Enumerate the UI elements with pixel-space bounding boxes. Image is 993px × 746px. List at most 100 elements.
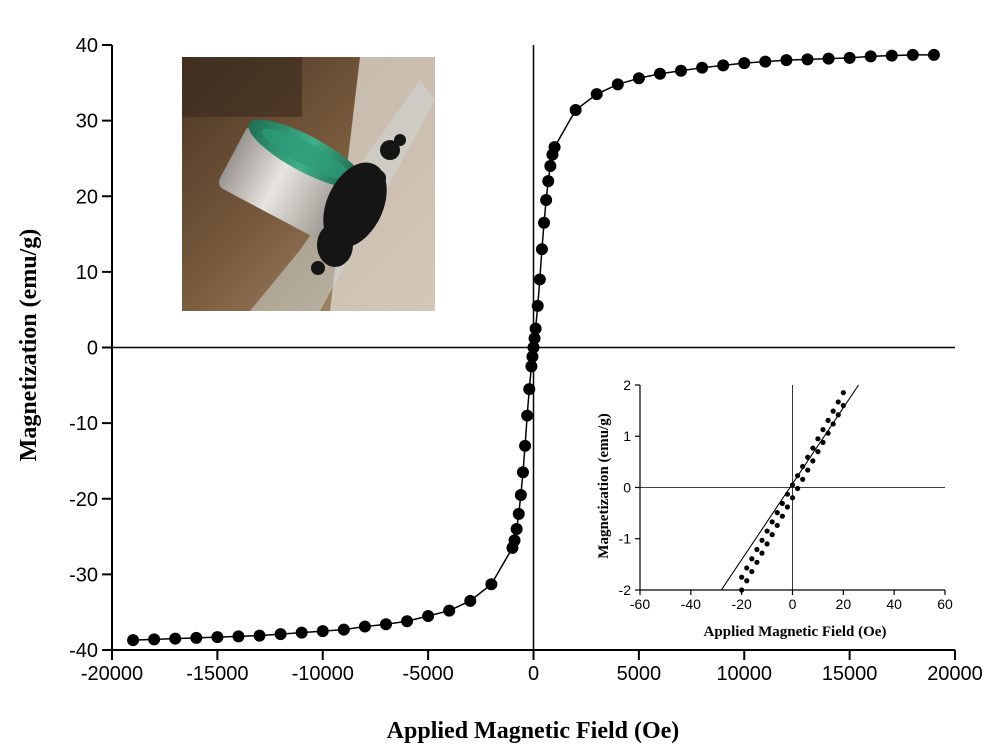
inset-y-tick-label: 2 [623,377,631,393]
main-y-tick-label: -30 [69,564,98,586]
main-data-point [529,322,542,335]
main-data-point [485,578,498,591]
inset-data-point [835,412,841,418]
inset-data-point [784,504,791,510]
main-data-point [510,523,523,535]
inset-data-point [835,399,841,405]
main-x-axis-title: Applied Magnetic Field (Oe) [387,718,680,744]
inset-data-point [794,473,801,479]
main-data-point [443,604,456,617]
main-data-point [542,175,555,188]
inset-data-point [749,568,755,575]
main-x-tick-label: -5000 [403,663,454,685]
inset-plot: -60 -40 -20 0 20 40 60 -2 -1 0 1 2 Applied Magnetic… [585,377,953,640]
main-y-tick-label: 30 [76,111,98,133]
inset-data-point [830,408,836,414]
inset-data-point [825,417,831,423]
main-data-point [527,341,540,354]
main-data-point [337,623,350,636]
main-data-point [864,50,877,63]
main-data-point [316,625,329,638]
main-data-point [232,630,245,643]
main-data-point [611,78,624,91]
inset-data-point [764,541,770,547]
magnet-photo [182,57,435,311]
inset-data-point [769,519,775,525]
main-x-tick-label: 20000 [927,663,983,685]
main-data-point [632,72,645,85]
inset-data-point [800,463,806,470]
inset-data-point [805,467,811,473]
main-data-point [531,299,544,312]
inset-x-tick-label: -20 [732,596,752,612]
inset-data-point [759,550,765,556]
main-data-point [544,160,557,172]
inset-data-point [754,546,760,553]
inset-data-point [840,390,846,396]
main-plot: -20000 -15000 -10000 -5000 0 5000 10000 15000 20… [16,35,983,744]
inset-data-point [810,445,816,451]
inset-data-point [764,528,770,534]
main-data-point [211,631,224,644]
inset-data-point [820,439,826,445]
main-data-point [379,618,392,631]
inset-data-point [800,476,806,482]
inset-data-point [774,510,780,516]
main-data-point [696,61,709,74]
inset-data-point [789,495,796,501]
inset-data-point [779,500,785,506]
main-data-point [569,104,582,117]
main-data-point [274,628,287,641]
inset-x-tick-label: 60 [937,596,953,612]
main-data-point [759,55,772,68]
inset-data-point [739,574,745,580]
inset-data-point [815,436,821,442]
inset-x-axis-title: Applied Magnetic Field (Oe) [704,624,887,640]
main-data-point [801,53,814,66]
main-x-tick-label: -10000 [292,663,354,685]
inset-data-point [830,421,836,427]
inset-data-point [810,458,816,464]
inset-x-tick-label: -60 [630,596,650,612]
main-data-point [508,534,521,547]
inset-data-point [759,537,765,543]
inset-x-tick-label: 40 [886,596,902,612]
main-data-point [822,52,835,65]
inset-x-tick-label: -40 [681,596,701,612]
inset-y-tick-label: 1 [623,428,631,444]
inset-data-point [744,578,750,584]
inset-y-axis-title: Magnetization (emu/g) [596,413,612,558]
main-x-tick-label: 10000 [716,663,772,685]
inset-data-point [754,559,760,565]
main-x-tick-label: -20000 [81,663,143,685]
main-data-point [127,634,140,647]
main-data-point [653,67,666,80]
inset-data-point [784,491,791,497]
main-y-tick-label: 0 [87,338,98,360]
inset-data-point [805,454,811,460]
main-data-point [464,594,477,607]
inset-data-point [825,430,831,436]
main-y-axis-title: Magnetization (emu/g) [16,229,42,462]
inset-data-point [774,522,780,529]
main-data-point [190,631,203,644]
main-data-point [295,626,308,639]
inset-data-point [744,565,750,571]
main-data-point [538,216,551,229]
inset-data-point [769,532,775,538]
main-x-tick-label: 5000 [617,663,662,685]
inset-data-point [815,449,821,455]
main-data-point [253,629,266,642]
inset-data-point [749,556,755,562]
main-data-point [401,615,414,628]
inset-data-point [794,485,801,492]
main-data-point [521,409,534,422]
main-data-point [148,633,161,646]
inset-series-line [720,384,859,591]
inset-y-tick-label: -2 [619,582,632,598]
main-y-tick-label: 40 [76,35,98,57]
main-data-point [927,48,940,61]
main-data-point [780,54,793,67]
main-data-point [169,632,182,645]
main-data-point [526,350,539,363]
